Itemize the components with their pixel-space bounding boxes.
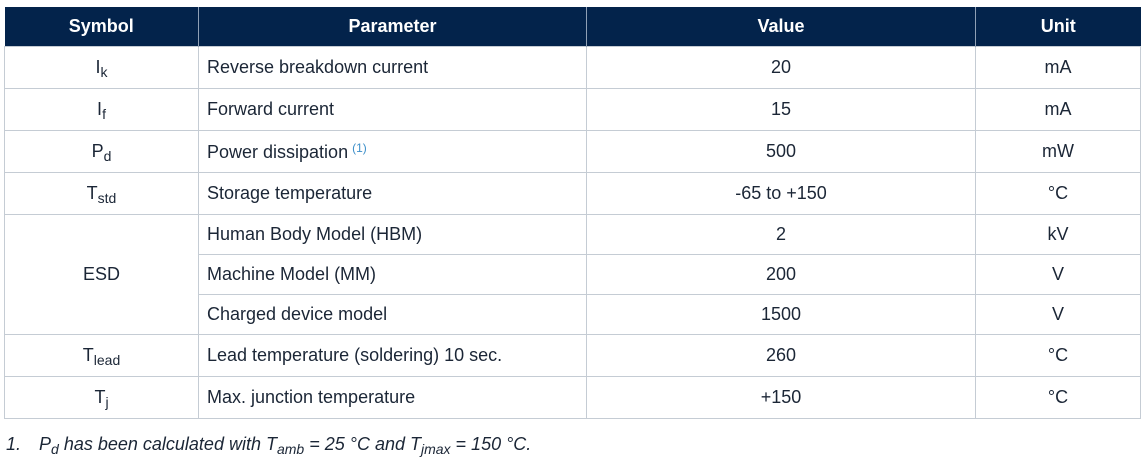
parameter-cell: Forward current xyxy=(198,88,587,131)
value-cell: +150 xyxy=(586,376,976,419)
parameter-cell: Storage temperature xyxy=(198,172,587,215)
parameter-text: Power dissipation xyxy=(207,141,349,162)
table-row: Pd Power dissipation (1) 500 mW xyxy=(4,130,1141,173)
table-row-esd-hbm: ESD Human Body Model (HBM) 2 kV xyxy=(4,214,1141,335)
symbol-cell: Tj xyxy=(4,376,199,419)
parameter-cell: Power dissipation (1) xyxy=(198,130,587,173)
fn-p-sub: d xyxy=(51,441,59,457)
unit-cell: V xyxy=(975,254,1141,295)
symbol-cell-esd: ESD xyxy=(4,214,199,335)
parameter-cell: Lead temperature (soldering) 10 sec. xyxy=(198,334,587,377)
table-row: Tstd Storage temperature -65 to +150 °C xyxy=(4,172,1141,215)
symbol: I xyxy=(95,57,101,77)
symbol-sub: std xyxy=(97,190,117,206)
fn-tj: T xyxy=(409,434,421,454)
col-symbol: Symbol xyxy=(4,7,199,47)
unit-cell: kV xyxy=(975,214,1141,255)
symbol: I xyxy=(97,99,103,119)
fn-p: P xyxy=(39,434,52,454)
symbol-cell: Ik xyxy=(4,46,199,89)
table-row: Tlead Lead temperature (soldering) 10 se… xyxy=(4,334,1141,377)
parameter-cell: Reverse breakdown current xyxy=(198,46,587,89)
symbol: T xyxy=(82,345,94,365)
value-cell: 20 xyxy=(586,46,976,89)
table-row: Tj Max. junction temperature +150 °C xyxy=(4,376,1141,419)
unit-cell: °C xyxy=(975,376,1141,419)
symbol-cell: Pd xyxy=(4,130,199,173)
value-cell: -65 to +150 xyxy=(586,172,976,215)
fn-text: has been calculated with xyxy=(58,434,266,454)
unit-cell: °C xyxy=(975,334,1141,377)
table-row-esd-cdm: Charged device model 1500 V xyxy=(5,294,1141,335)
symbol-cell: Tstd xyxy=(4,172,199,215)
symbol-sub: d xyxy=(103,148,112,164)
unit-cell: mW xyxy=(975,130,1141,173)
footnote-number: 1. xyxy=(6,434,22,454)
value-cell: 500 xyxy=(586,130,976,173)
symbol-cell: Tlead xyxy=(4,334,199,377)
fn-tj-sub: jmax xyxy=(420,441,451,457)
parameter-cell: Human Body Model (HBM) xyxy=(198,214,587,255)
value-cell: 15 xyxy=(586,88,976,131)
col-unit: Unit xyxy=(975,7,1141,47)
unit-cell: mA xyxy=(975,88,1141,131)
symbol: T xyxy=(94,387,106,407)
fn-tamb: T xyxy=(265,434,277,454)
symbol-cell: If xyxy=(4,88,199,131)
symbol-sub: lead xyxy=(93,352,121,368)
symbol: P xyxy=(91,141,104,161)
table-row-esd-mm: Machine Model (MM) 200 V xyxy=(5,254,1141,295)
value-cell: 200 xyxy=(586,254,976,295)
symbol-sub: j xyxy=(105,394,109,410)
unit-cell: °C xyxy=(975,172,1141,215)
col-value: Value xyxy=(586,7,976,47)
parameter-cell: Machine Model (MM) xyxy=(198,254,587,295)
table-row: If Forward current 15 mA xyxy=(4,88,1141,131)
col-parameter: Parameter xyxy=(198,7,587,47)
value-cell: 2 xyxy=(586,214,976,255)
unit-cell: V xyxy=(975,294,1141,335)
symbol: T xyxy=(86,183,98,203)
footnote: 1. Pd has been calculated with Tamb = 25 … xyxy=(6,434,532,457)
value-cell: 1500 xyxy=(586,294,976,335)
symbol-sub: f xyxy=(102,106,106,122)
absolute-ratings-table: Symbol Parameter Value Unit Ik Reverse b… xyxy=(4,7,1141,419)
header-row: Symbol Parameter Value Unit xyxy=(4,7,1141,47)
fn-tamb-sub: amb xyxy=(276,441,305,457)
fn-text: = 25 °C and xyxy=(304,434,410,454)
value-cell: 260 xyxy=(586,334,976,377)
parameter-cell: Charged device model xyxy=(198,294,587,335)
parameter-cell: Max. junction temperature xyxy=(198,376,587,419)
symbol-sub: k xyxy=(100,64,108,80)
footnote-link[interactable]: (1) xyxy=(352,140,367,155)
unit-cell: mA xyxy=(975,46,1141,89)
table-row: Ik Reverse breakdown current 20 mA xyxy=(4,46,1141,89)
fn-text: = 150 °C. xyxy=(450,434,532,454)
